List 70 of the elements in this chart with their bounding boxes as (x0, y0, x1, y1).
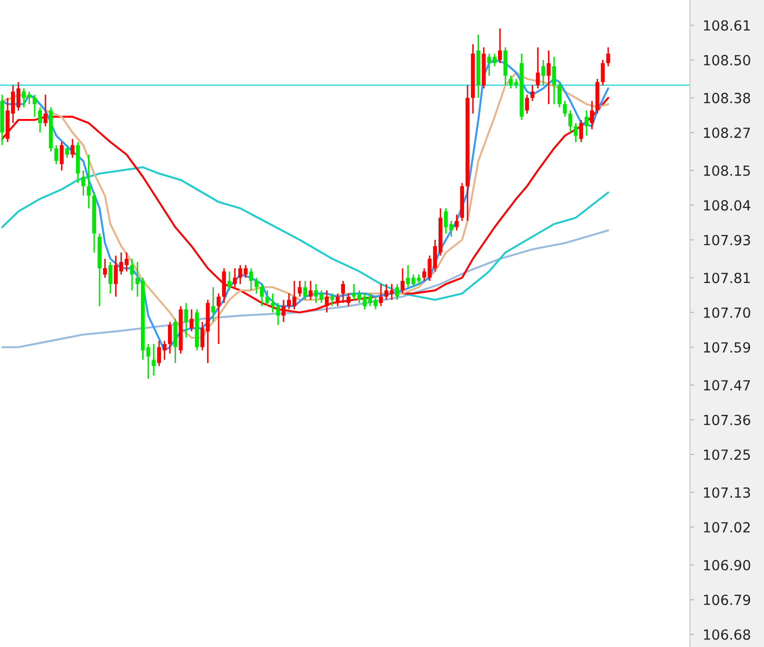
y-tick-label: 107.36 (704, 414, 750, 426)
line-series (1, 229, 610, 348)
candlestick (341, 280, 345, 304)
candlestick (308, 280, 313, 301)
candlestick (536, 46, 540, 90)
candlestick (568, 110, 572, 134)
y-tick-label: 107.59 (704, 342, 750, 353)
candlestick (395, 283, 400, 301)
y-tick-label: 108.15 (704, 165, 750, 176)
candlestick (81, 170, 86, 196)
candlestick (574, 122, 578, 143)
candlestick (558, 81, 562, 108)
candlestick (130, 258, 134, 292)
candlestick (584, 110, 588, 136)
y-tick-label: 107.13 (704, 487, 750, 498)
candlestick (400, 268, 405, 294)
candlestick (32, 94, 37, 118)
y-tick-label: 107.25 (704, 449, 750, 460)
candlestick (70, 138, 74, 158)
candlestick (276, 302, 280, 326)
y-tick-label: 107.47 (704, 380, 750, 391)
y-tick-label: 106.79 (704, 594, 750, 606)
candlestick (232, 268, 237, 288)
candlestick (249, 268, 254, 292)
candlestick (303, 280, 308, 301)
candlestick (525, 94, 529, 114)
candlestick (600, 59, 605, 86)
candlestick (590, 100, 594, 130)
y-tick-label: 107.70 (704, 307, 750, 318)
y-tick-label: 108.38 (704, 92, 750, 104)
candlestick (260, 283, 264, 307)
candlestick (530, 84, 534, 102)
candlestick (552, 56, 556, 105)
candlestick (498, 28, 502, 64)
candlestick (227, 270, 232, 292)
candlestick (65, 144, 70, 158)
candlestick (211, 286, 216, 323)
line-series (1, 166, 610, 301)
candlestick (346, 292, 350, 307)
candlestick (546, 50, 551, 105)
candlestick (114, 254, 118, 298)
candlestick (254, 277, 258, 294)
candlestick (606, 46, 610, 67)
candlestick (454, 214, 459, 232)
candlestick (168, 321, 172, 354)
y-tick-label: 108.61 (704, 20, 750, 31)
candlestick (562, 100, 567, 118)
y-tick-label: 108.04 (704, 200, 750, 211)
candlestick (265, 290, 270, 307)
y-tick-label: 108.50 (704, 54, 750, 66)
candlestick (152, 343, 156, 376)
candlestick (190, 308, 194, 332)
y-tick-label: 106.90 (704, 560, 750, 570)
candlestick (378, 283, 383, 307)
candlestick (184, 302, 188, 338)
candlestick (103, 258, 107, 278)
y-tick-label: 107.02 (704, 522, 750, 533)
candlestick (86, 154, 91, 209)
candlestick (579, 119, 584, 143)
y-tick-label: 107.81 (704, 272, 750, 284)
y-tick-label: 107.93 (704, 234, 750, 246)
candlestick (38, 106, 42, 134)
candlestick (336, 292, 340, 307)
y-tick-label: 108.27 (704, 128, 750, 138)
candlestick (330, 292, 334, 307)
candlestick (216, 292, 221, 345)
candlestick (60, 141, 64, 172)
y-tick-label: 106.68 (704, 629, 750, 640)
candlestick (108, 261, 112, 294)
candlestick (298, 280, 302, 298)
